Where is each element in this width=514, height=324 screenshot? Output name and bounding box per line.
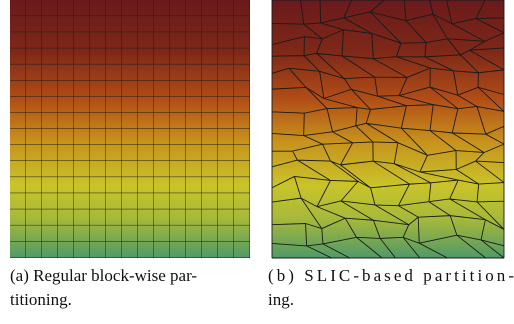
caption-a-line-1: (a) Regular block-wise par- [10, 266, 197, 285]
caption-a-line-2: titioning. [10, 290, 72, 309]
caption-b-line-2: ing. [268, 290, 294, 309]
image-b [272, 0, 504, 258]
figure: (a) Regular block-wise par- titioning. (… [0, 0, 514, 324]
caption-b-line-1: (b) SLIC-based partition- [268, 266, 514, 285]
image-a [10, 0, 250, 258]
